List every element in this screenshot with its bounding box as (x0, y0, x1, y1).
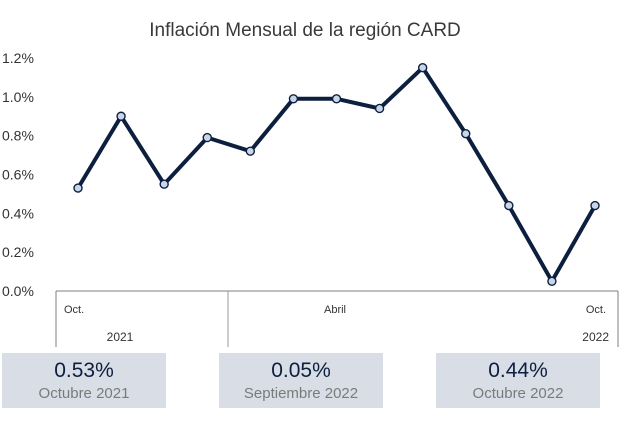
summary-card-october-2022: 0.44% Octubre 2022 (436, 353, 600, 408)
x-tick-label: Oct. (586, 304, 606, 316)
year-label: 2021 (107, 330, 134, 344)
data-point (159, 179, 169, 189)
y-tick-label: 1.0% (2, 89, 34, 105)
data-point (288, 94, 299, 104)
card-value: 0.53% (54, 359, 114, 382)
y-tick-label: 1.2% (2, 50, 34, 66)
y-tick-label: 0.0% (2, 283, 34, 299)
x-axis-ticks: Oct. Abril Oct. (64, 304, 606, 316)
data-point (202, 132, 212, 143)
card-value: 0.44% (488, 359, 548, 382)
card-label: Octubre 2022 (472, 385, 564, 402)
y-tick-label: 0.8% (2, 128, 34, 144)
year-label: 2022 (582, 330, 609, 344)
year-labels: 2021 2022 (107, 330, 610, 344)
y-tick-label: 0.6% (2, 167, 34, 183)
data-point (547, 276, 557, 286)
summary-card-september-2022: 0.05% Septiembre 2022 (219, 353, 383, 408)
y-tick-label: 0.2% (2, 244, 34, 260)
chart: Inflación Mensual de la región CARD 0.0%… (2, 20, 619, 347)
data-point (245, 146, 256, 156)
data-points (73, 63, 600, 286)
card-label: Octubre 2021 (38, 385, 130, 402)
card-value: 0.05% (271, 359, 331, 382)
data-point (374, 103, 385, 114)
chart-title: Inflación Mensual de la región CARD (149, 20, 461, 41)
data-point (590, 200, 600, 211)
data-point (461, 129, 471, 139)
x-tick-label: Abril (324, 304, 346, 316)
data-point (417, 63, 428, 73)
data-point (73, 183, 83, 193)
y-tick-label: 0.4% (2, 205, 34, 221)
card-label: Septiembre 2022 (243, 385, 359, 402)
data-point (331, 94, 342, 104)
y-axis-ticks: 0.0% 0.2% 0.4% 0.6% 0.8% 1.0% 1.2% (2, 50, 34, 299)
x-tick-label: Oct. (64, 304, 84, 316)
data-point (116, 111, 126, 121)
summary-card-october-2021: 0.53% Octubre 2021 (2, 353, 166, 408)
data-point (504, 200, 514, 211)
